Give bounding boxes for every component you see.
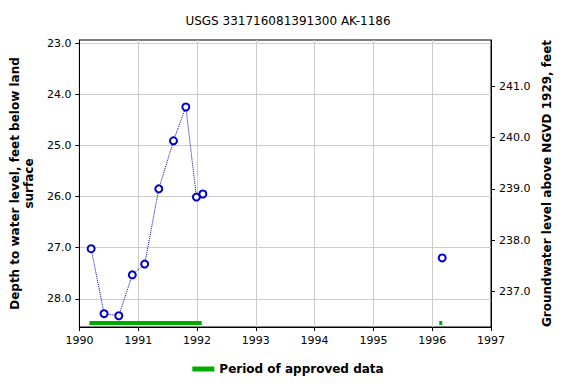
svg-text:239.0: 239.0 (499, 182, 531, 195)
svg-text:1990: 1990 (65, 334, 93, 347)
svg-text:surface: surface (22, 158, 36, 208)
svg-text:240.0: 240.0 (499, 131, 531, 144)
svg-text:Depth to water level, feet bel: Depth to water level, feet below land (8, 57, 22, 310)
svg-text:237.0: 237.0 (499, 285, 531, 298)
svg-text:Groundwater level above NGVD 1: Groundwater level above NGVD 1929, feet (540, 40, 554, 327)
svg-text:1995: 1995 (359, 334, 387, 347)
svg-text:Period of approved data: Period of approved data (219, 362, 383, 376)
svg-text:25.0: 25.0 (47, 139, 72, 152)
svg-text:26.0: 26.0 (47, 190, 72, 203)
svg-text:1992: 1992 (183, 334, 211, 347)
svg-text:241.0: 241.0 (499, 80, 531, 93)
svg-text:1996: 1996 (418, 334, 446, 347)
svg-text:1991: 1991 (124, 334, 152, 347)
svg-text:28.0: 28.0 (47, 292, 72, 305)
svg-text:USGS 331716081391300 AK-1186: USGS 331716081391300 AK-1186 (185, 14, 390, 28)
svg-text:27.0: 27.0 (47, 241, 72, 254)
svg-text:1993: 1993 (242, 334, 270, 347)
svg-text:1994: 1994 (301, 334, 329, 347)
svg-text:23.0: 23.0 (47, 37, 72, 50)
svg-text:1997: 1997 (477, 334, 505, 347)
svg-text:238.0: 238.0 (499, 234, 531, 247)
svg-text:24.0: 24.0 (47, 88, 72, 101)
